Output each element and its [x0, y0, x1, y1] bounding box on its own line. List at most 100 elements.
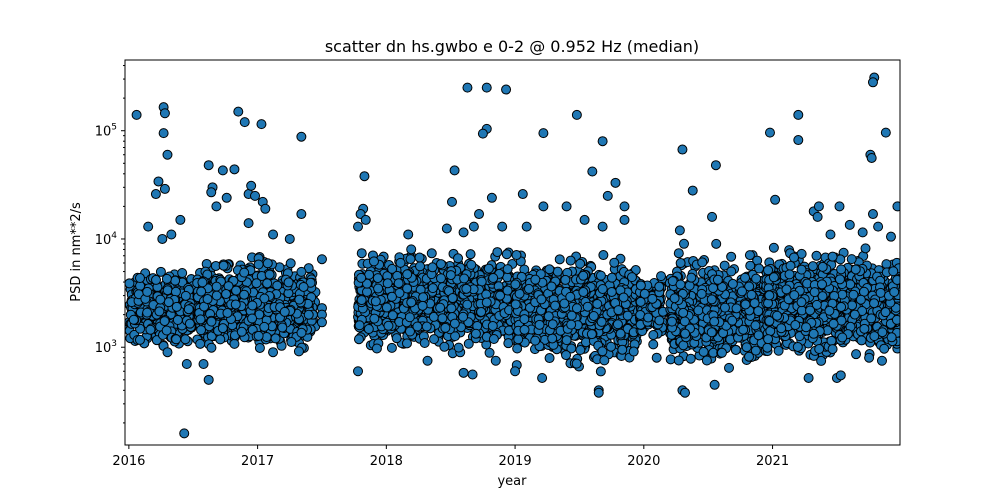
data-point [889, 287, 900, 298]
data-point [801, 322, 812, 333]
data-point [180, 290, 191, 301]
data-point [796, 297, 807, 308]
data-point [523, 283, 534, 294]
data-point [679, 316, 690, 327]
data-point [726, 266, 737, 277]
data-point [792, 341, 803, 352]
data-point [155, 266, 166, 277]
data-point [626, 272, 637, 283]
data-point [427, 262, 438, 273]
data-point [488, 334, 499, 345]
data-point [836, 264, 847, 275]
data-point [197, 277, 208, 288]
data-point [217, 323, 228, 334]
data-point [618, 292, 629, 303]
data-point [575, 345, 586, 356]
data-point [595, 270, 606, 281]
data-point [696, 288, 707, 299]
data-point [161, 273, 172, 284]
data-point [142, 307, 153, 318]
data-point [426, 248, 437, 259]
data-point [698, 346, 709, 357]
data-point [612, 319, 623, 330]
data-point [599, 355, 610, 366]
data-point [481, 297, 492, 308]
data-point [215, 334, 226, 345]
data-point [776, 323, 787, 334]
data-point [259, 321, 270, 332]
data-point [492, 247, 503, 258]
data-point [560, 274, 571, 285]
data-point [405, 254, 416, 265]
data-point [386, 342, 397, 353]
data-point [753, 306, 764, 317]
data-point [202, 294, 213, 305]
data-point [746, 289, 757, 300]
data-point [598, 250, 609, 261]
data-point [847, 300, 858, 311]
data-point [665, 354, 676, 365]
data-point [808, 328, 819, 339]
data-point [654, 315, 665, 326]
data-point [837, 332, 848, 343]
data-point [363, 324, 374, 335]
data-point [155, 294, 166, 305]
data-point [371, 343, 382, 354]
data-point [888, 266, 899, 277]
data-point [546, 281, 557, 292]
data-point [675, 258, 686, 269]
data-point [768, 242, 779, 253]
data-point [807, 261, 818, 272]
data-point [184, 318, 195, 329]
data-point [740, 272, 751, 283]
data-point [550, 300, 561, 311]
data-point [648, 339, 659, 350]
data-point [395, 257, 406, 268]
data-point [588, 311, 599, 321]
data-point [635, 296, 646, 307]
data-point [679, 238, 689, 249]
data-point [391, 333, 402, 344]
data-point [296, 266, 307, 277]
data-point [578, 270, 589, 281]
data-point [293, 346, 304, 357]
data-point [647, 293, 658, 304]
data-point [712, 274, 723, 285]
data-point [501, 249, 512, 260]
data-point [406, 297, 417, 308]
data-point [846, 254, 857, 265]
data-point [162, 285, 173, 296]
data-point [827, 344, 838, 355]
data-point [465, 249, 476, 260]
data-point [606, 286, 617, 297]
data-point [547, 333, 558, 344]
data-point [881, 259, 892, 270]
data-point [805, 305, 816, 316]
data-point [180, 334, 191, 345]
data-point [613, 305, 624, 316]
data-point [817, 261, 828, 272]
data-point [796, 264, 807, 275]
data-point [503, 338, 514, 349]
data-point [362, 286, 372, 297]
data-point [150, 189, 161, 200]
data-point [837, 289, 848, 300]
data-point [772, 310, 783, 321]
data-point [131, 109, 142, 120]
data-point [128, 314, 139, 325]
data-point [483, 263, 494, 274]
data-point [575, 258, 586, 269]
data-point [736, 286, 747, 297]
data-point [296, 327, 307, 338]
data-point [170, 286, 181, 297]
data-point [386, 291, 397, 302]
data-point [419, 338, 430, 349]
data-point [740, 299, 751, 310]
data-point [510, 279, 521, 290]
data-point [731, 303, 742, 314]
data-point [617, 344, 628, 355]
data-point [435, 302, 446, 313]
data-point [175, 214, 186, 225]
data-point [519, 324, 530, 335]
data-point [435, 259, 446, 270]
